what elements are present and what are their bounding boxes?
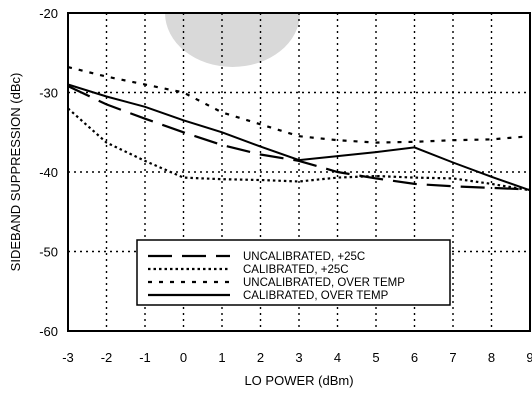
plot-frame [67, 12, 531, 332]
x-tick-label: 9 [526, 350, 532, 365]
x-axis-label: LO POWER (dBm) [244, 373, 353, 388]
watermark-shape [165, 13, 300, 67]
x-tick-label: 6 [411, 350, 418, 365]
y-axis-label: SIDEBAND SUPPRESSION (dBc) [8, 73, 23, 272]
legend-label: UNCALIBRATED, OVER TEMP [243, 277, 405, 289]
legend-label: UNCALIBRATED, +25C [243, 251, 365, 263]
y-tick-label: -50 [39, 245, 58, 260]
y-tick-label: -30 [39, 86, 58, 101]
legend-label: CALIBRATED, +25C [243, 264, 349, 276]
series-line-solid [67, 83, 531, 192]
x-tick-label: 5 [372, 350, 379, 365]
series-line-long-dash [67, 85, 531, 191]
x-tick-label: -1 [139, 350, 151, 365]
tick-labels: -3 -2 -1 0 1 2 3 4 5 6 7 8 9 -20 -30 -40 -50 -60 [39, 6, 532, 365]
x-tick-label: 3 [295, 350, 302, 365]
x-tick-label: 8 [488, 350, 495, 365]
x-tick-label: -3 [62, 350, 74, 365]
series-layer [67, 66, 531, 192]
legend-label: CALIBRATED, OVER TEMP [243, 290, 389, 302]
x-tick-label: 4 [334, 350, 341, 365]
y-tick-label: -20 [39, 6, 58, 21]
y-tick-label: -40 [39, 165, 58, 180]
series-line-dotted [67, 107, 531, 192]
x-tick-label: -2 [101, 350, 113, 365]
x-tick-label: 2 [257, 350, 264, 365]
x-tick-label: 1 [218, 350, 225, 365]
series-line-short-dash [67, 66, 531, 144]
x-tick-label: 0 [180, 350, 187, 365]
y-tick-label: -60 [39, 324, 58, 339]
x-tick-label: 7 [449, 350, 456, 365]
